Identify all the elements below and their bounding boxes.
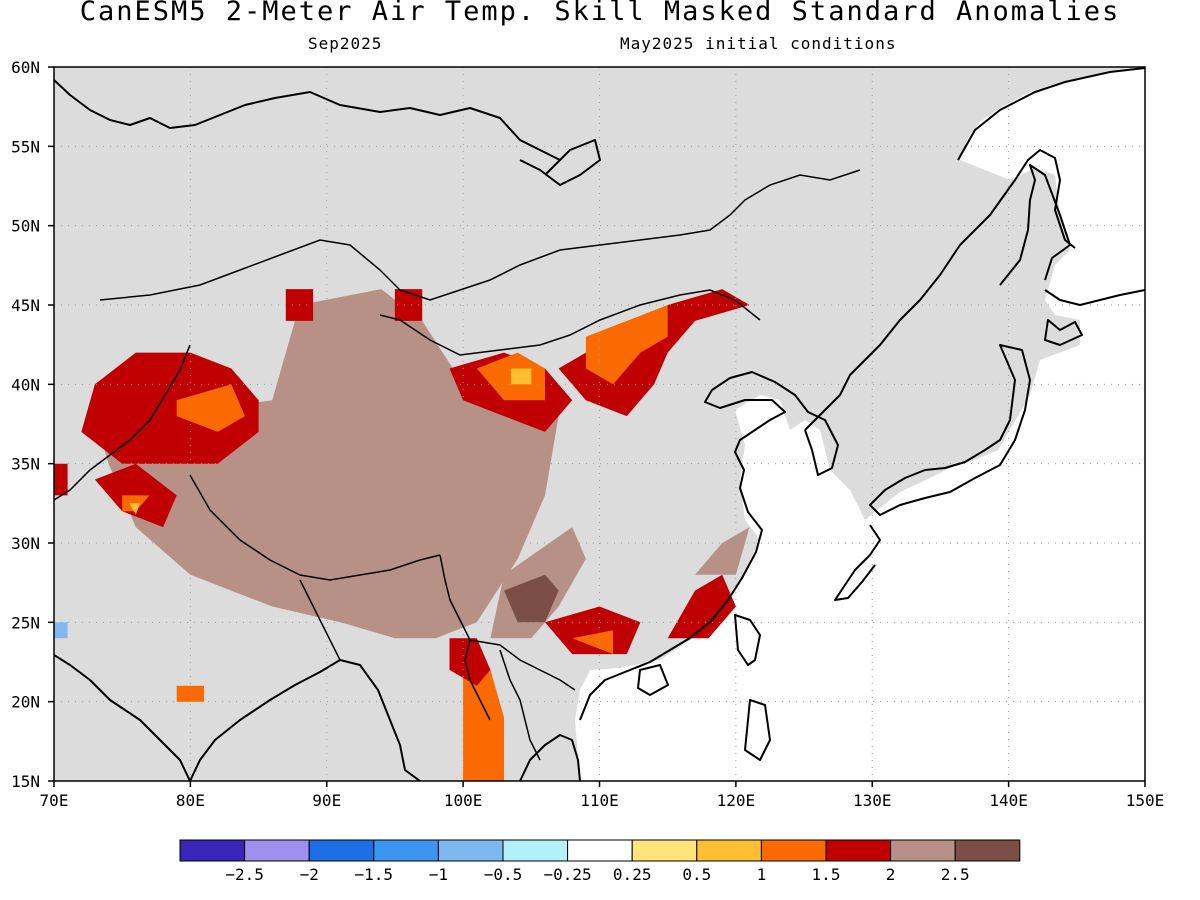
anomaly-region <box>176 384 245 432</box>
colorbar-label: −2 <box>300 865 319 884</box>
longitude-tick-label: 140E <box>989 791 1028 810</box>
anomaly-region <box>504 574 559 623</box>
colorbar-label: 1 <box>757 865 767 884</box>
longitude-tick-label: 120E <box>717 791 756 810</box>
land-boundaries <box>54 169 861 761</box>
anomaly-region <box>463 669 504 781</box>
colorbar-label: 1.5 <box>812 865 841 884</box>
anomaly-region <box>572 630 614 655</box>
anomaly-region <box>81 352 259 464</box>
anomaly-region <box>129 503 140 515</box>
colorbar-swatch <box>373 839 439 862</box>
colorbar-swatch <box>567 839 633 862</box>
colorbar-swatch <box>760 839 827 862</box>
longitude-tick-label: 90E <box>312 791 341 810</box>
latitude-tick-label: 55N <box>11 137 40 156</box>
anomaly-region <box>558 289 750 417</box>
latitude-tick-label: 15N <box>11 772 40 791</box>
colorbar-swatch <box>954 839 1021 862</box>
latitude-tick-label: 25N <box>11 613 40 632</box>
anomaly-region <box>94 289 559 639</box>
colorbar-label: 0.5 <box>682 865 711 884</box>
anomaly-regions <box>54 289 750 781</box>
longitude-tick-label: 70E <box>40 791 69 810</box>
latitude-tick-label: 45N <box>11 296 40 315</box>
anomaly-region <box>585 305 668 385</box>
anomaly-region <box>54 463 68 496</box>
latitude-tick-label: 30N <box>11 534 40 553</box>
longitude-tick-label: 100E <box>444 791 483 810</box>
anomaly-region <box>176 685 204 702</box>
colorbar-label: 0.25 <box>613 865 652 884</box>
longitude-tick-labels: 70E 80E 90E 100E 110E 120E 130E 140E 150E <box>40 781 1165 810</box>
colorbar-swatch <box>502 839 569 862</box>
anomaly-region <box>510 368 532 385</box>
colorbar-swatch <box>244 839 310 862</box>
longitude-tick-label: 110E <box>580 791 619 810</box>
anomaly-region <box>695 527 750 575</box>
longitude-tick-label: 150E <box>1126 791 1165 810</box>
colorbar-swatch <box>437 839 504 862</box>
latitude-tick-label: 35N <box>11 455 40 474</box>
longitude-tick-label: 130E <box>853 791 892 810</box>
colorbar-swatch <box>631 839 698 862</box>
colorbar-swatch <box>825 839 892 862</box>
colorbar-label: −0.5 <box>484 865 523 884</box>
colorbar-label: −2.5 <box>225 865 264 884</box>
coastline <box>54 67 1145 781</box>
anomaly-region <box>449 638 491 686</box>
map-plot-area <box>54 67 1145 781</box>
anomaly-region <box>545 606 641 655</box>
latitude-tick-label: 60N <box>11 58 40 77</box>
colorbar-swatch <box>890 839 956 862</box>
colorbar-label: −0.25 <box>544 865 592 884</box>
colorbar-swatch <box>696 839 762 862</box>
colorbar-label: −1 <box>429 865 448 884</box>
latitude-tick-labels: 60N 55N 50N 45N 40N 35N 30N 25N 20N 15N <box>11 58 54 791</box>
map-title: CanESM5 2-Meter Air Temp. Skill Masked S… <box>79 0 1121 27</box>
colorbar-swatch <box>179 839 246 862</box>
initial-conditions-label: May2025 initial conditions <box>620 34 897 53</box>
latitude-tick-label: 40N <box>11 375 40 394</box>
longitude-tick-label: 80E <box>176 791 205 810</box>
colorbar-swatch <box>308 839 375 862</box>
colorbar-label: 2.5 <box>941 865 970 884</box>
latitude-tick-label: 50N <box>11 217 40 236</box>
colorbar-label: −1.5 <box>355 865 394 884</box>
anomaly-region <box>54 622 68 639</box>
colorbar-label: 2 <box>886 865 896 884</box>
target-month-label: Sep2025 <box>308 34 383 53</box>
colorbar: −2.5 −2 −1.5 −1 −0.5 −0.25 0.25 0.5 1 1.5 2 2.5 <box>179 839 1021 884</box>
latitude-tick-label: 20N <box>11 693 40 712</box>
anomaly-region <box>394 289 423 321</box>
